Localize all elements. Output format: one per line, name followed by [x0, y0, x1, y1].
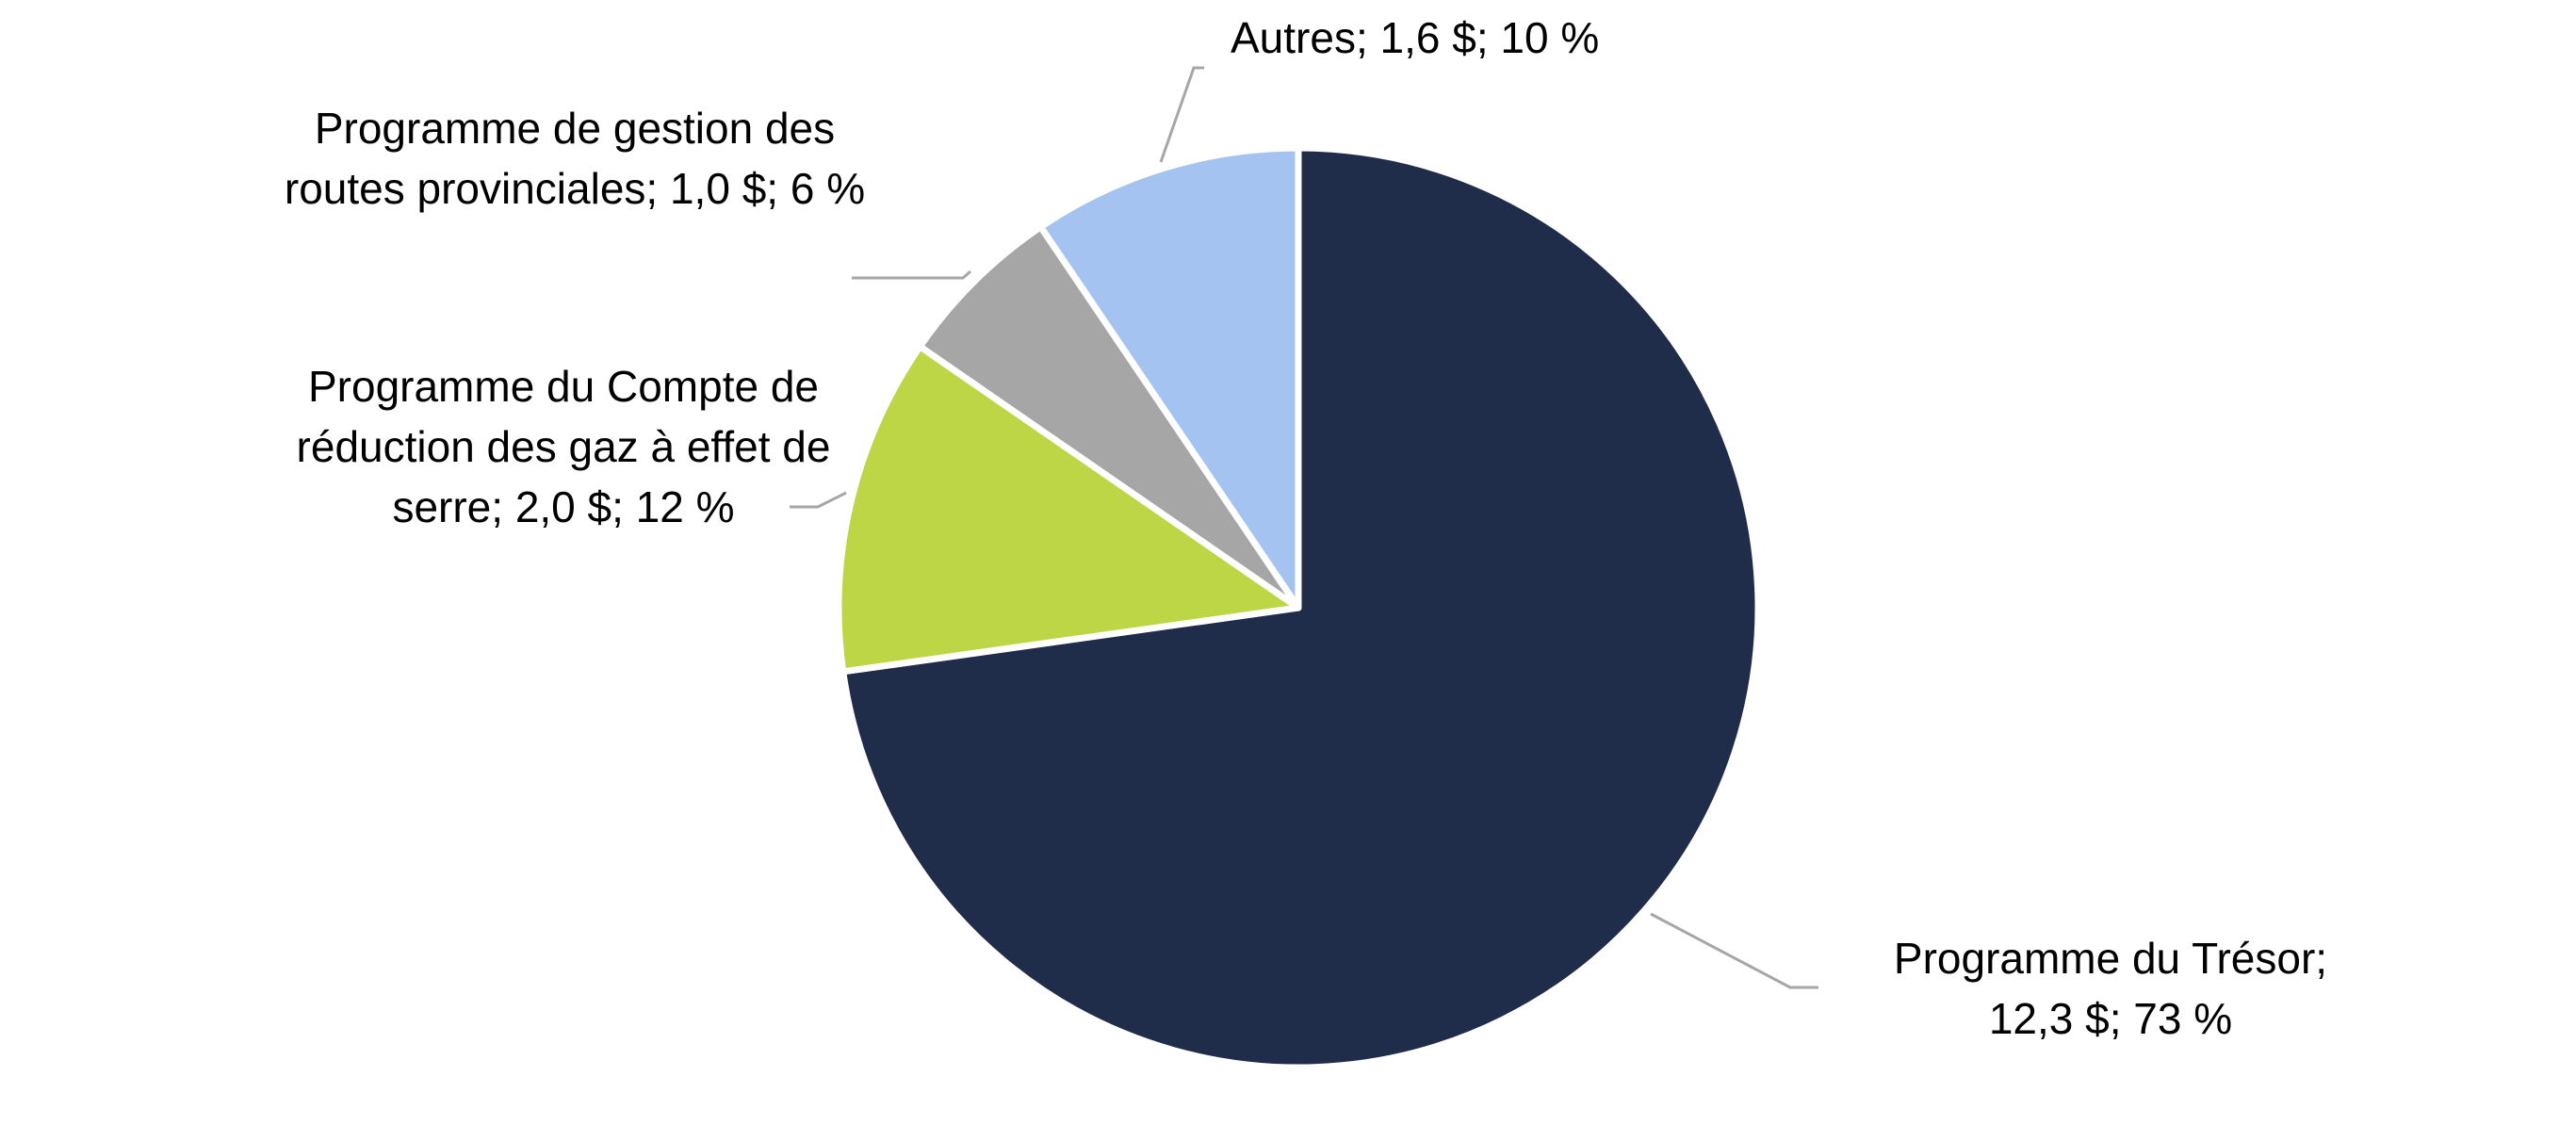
data-label-line: routes provinciales; 1,0 $; 6 % [285, 164, 865, 213]
data-label-programme-du-tresor: Programme du Trésor; 12,3 $; 73 % [1894, 934, 2327, 1043]
data-label-line: 12,3 $; 73 % [1989, 994, 2232, 1043]
leader-lines-layer [790, 66, 1818, 989]
pie-slice-programme-du-compte-de-reduction-des-gaz-a-effet-de-serre [835, 343, 1302, 676]
leader-line-programme-du-tresor [1650, 912, 1818, 989]
data-label-line: Autres; 1,6 $; 10 % [1231, 13, 1599, 62]
pie-slice-autres [1037, 144, 1302, 611]
data-label-programme-de-gestion-des-routes-provinciales: Programme de gestion des routes provincia… [285, 104, 865, 213]
slices-layer [835, 144, 1762, 1071]
leader-line-programme-du-compte-de-reduction-des-gaz-a-effet-de-serre [790, 491, 847, 509]
data-label-line: Programme de gestion des [315, 104, 835, 153]
data-label-line: réduction des gaz à effet de [297, 422, 831, 471]
pie-slice-programme-de-gestion-des-routes-provinciales [916, 223, 1302, 611]
data-label-line: Programme du Compte de [308, 362, 819, 411]
leader-line-autres [1159, 66, 1204, 163]
data-label-line: serre; 2,0 $; 12 % [392, 482, 734, 531]
data-label-autres: Autres; 1,6 $; 10 % [1231, 13, 1599, 62]
data-label-programme-du-compte-de-reduction-des-gaz-a-effet-de-serre: Programme du Compte de réduction des gaz … [297, 362, 831, 531]
leader-line-programme-de-gestion-des-routes-provinciales [852, 269, 971, 280]
data-label-line: Programme du Trésor; [1894, 934, 2327, 983]
data-labels-layer: Programme du Trésor; 12,3 $; 73 %Programm… [285, 13, 2327, 1043]
